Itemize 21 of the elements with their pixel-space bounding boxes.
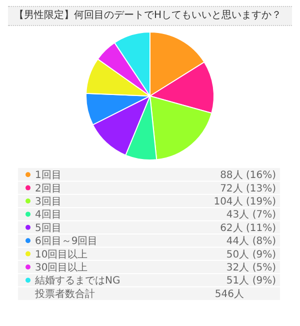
chart-title: 【男性限定】何回目のデートでHしてもいいと思いますか？ (8, 6, 292, 26)
text: 546人 (214, 288, 244, 300)
legend-label: 10回目以上 (35, 248, 88, 260)
data-label: 104人 (19%) (214, 196, 276, 208)
legend-label: 1回目 (35, 170, 62, 182)
legend-label: 2回目 (35, 183, 62, 194)
data-label: 32人 (5%) (226, 262, 276, 274)
legend-label: 3回目 (35, 196, 62, 208)
legend-label: 結婚するまではNG (34, 276, 120, 287)
data-label: 50人 (9%) (226, 249, 276, 260)
legend-label: 30回目以上 (35, 262, 88, 274)
text: 投票者数合計 (34, 288, 95, 300)
legend-label: 5回目 (35, 222, 62, 234)
legend-label: 6回目～9回目 (35, 236, 98, 248)
data-label: 72人 (13%) (220, 183, 276, 194)
data-label: 51人 (9%) (226, 276, 276, 287)
data-label: 88人 (16%) (220, 170, 276, 182)
data-label: 62人 (11%) (220, 222, 276, 234)
data-label: 43人 (7%) (226, 210, 276, 221)
legend-label: 4回目 (35, 210, 62, 221)
data-label: 44人 (8%) (226, 236, 276, 248)
